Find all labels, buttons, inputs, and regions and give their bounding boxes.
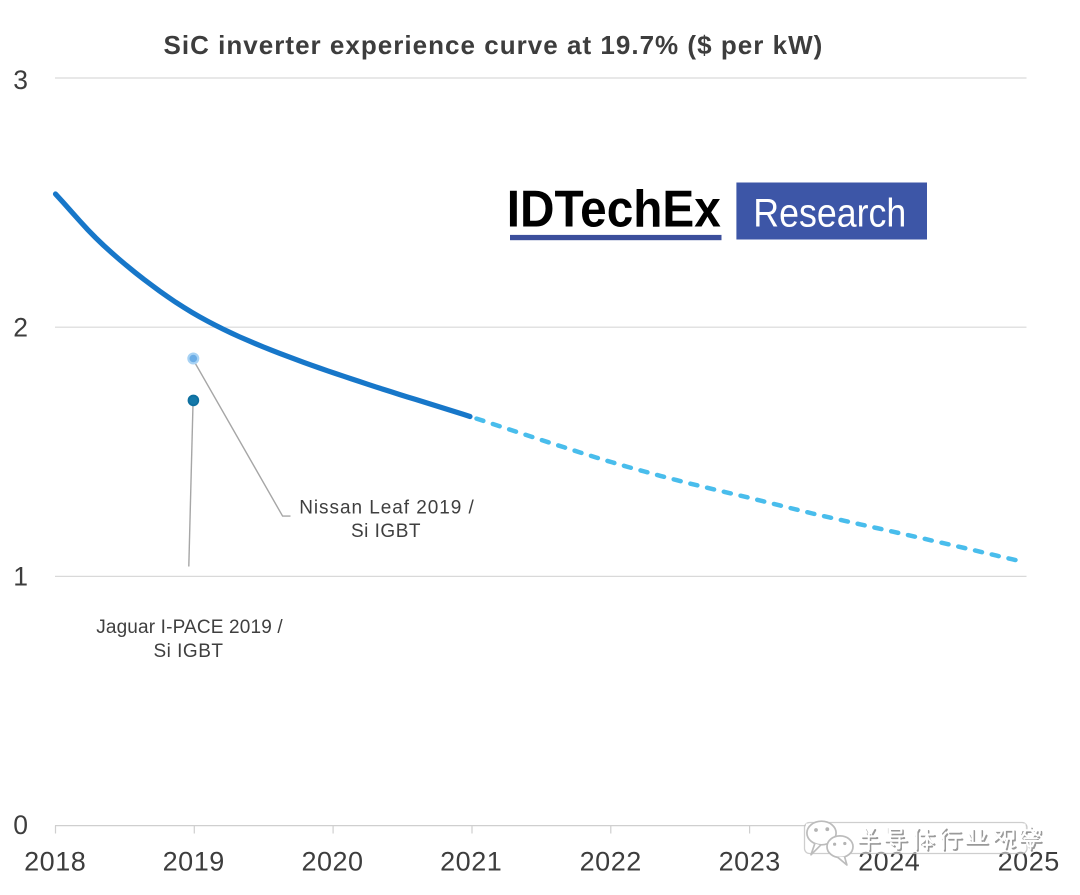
svg-text:2018: 2018 <box>24 846 86 876</box>
svg-text:Jaguar I-PACE 2019 /: Jaguar I-PACE 2019 / <box>96 617 283 638</box>
svg-text:Nissan Leaf 2019 /: Nissan Leaf 2019 / <box>299 497 475 518</box>
svg-text:3: 3 <box>13 65 28 95</box>
svg-text:Si IGBT: Si IGBT <box>153 641 223 662</box>
svg-text:2020: 2020 <box>301 846 363 876</box>
svg-text:1: 1 <box>13 562 28 592</box>
svg-text:2022: 2022 <box>580 846 642 876</box>
svg-text:SiC inverter experience curve: SiC inverter experience curve at 19.7% (… <box>164 30 824 60</box>
svg-text:2: 2 <box>13 312 28 342</box>
svg-text:2023: 2023 <box>719 846 781 876</box>
svg-text:0: 0 <box>13 810 28 840</box>
svg-text:Research: Research <box>753 191 906 235</box>
svg-text:2019: 2019 <box>163 846 225 876</box>
svg-text:IDTechEx: IDTechEx <box>507 180 721 238</box>
svg-text:Si IGBT: Si IGBT <box>351 521 421 542</box>
svg-text:2021: 2021 <box>440 846 502 876</box>
